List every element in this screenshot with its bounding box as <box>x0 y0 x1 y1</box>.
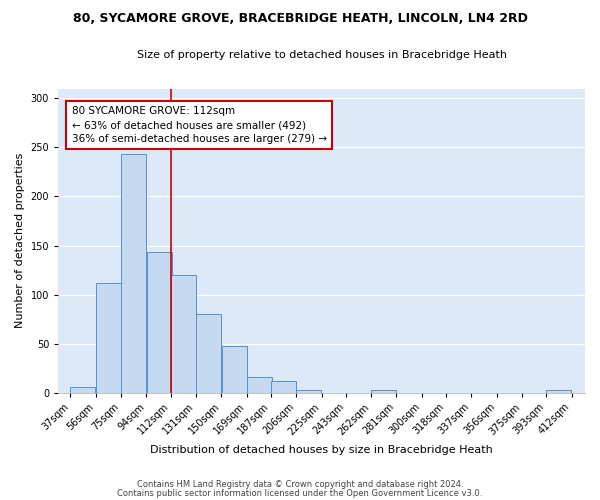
Text: 80 SYCAMORE GROVE: 112sqm
← 63% of detached houses are smaller (492)
36% of semi: 80 SYCAMORE GROVE: 112sqm ← 63% of detac… <box>71 106 327 144</box>
Bar <box>96 283 121 393</box>
Bar <box>146 252 172 392</box>
Text: 80, SYCAMORE GROVE, BRACEBRIDGE HEATH, LINCOLN, LN4 2RD: 80, SYCAMORE GROVE, BRACEBRIDGE HEATH, L… <box>73 12 527 26</box>
Bar <box>296 390 322 392</box>
Bar <box>221 346 247 393</box>
Bar <box>547 390 571 392</box>
Text: Contains public sector information licensed under the Open Government Licence v3: Contains public sector information licen… <box>118 488 482 498</box>
Bar <box>70 387 95 392</box>
Bar <box>171 275 196 392</box>
Bar <box>271 381 296 392</box>
Bar <box>371 390 396 392</box>
X-axis label: Distribution of detached houses by size in Bracebridge Heath: Distribution of detached houses by size … <box>150 445 493 455</box>
Bar <box>121 154 146 392</box>
Y-axis label: Number of detached properties: Number of detached properties <box>15 153 25 328</box>
Bar <box>247 377 272 392</box>
Bar <box>196 314 221 392</box>
Title: Size of property relative to detached houses in Bracebridge Heath: Size of property relative to detached ho… <box>137 50 506 60</box>
Text: Contains HM Land Registry data © Crown copyright and database right 2024.: Contains HM Land Registry data © Crown c… <box>137 480 463 489</box>
